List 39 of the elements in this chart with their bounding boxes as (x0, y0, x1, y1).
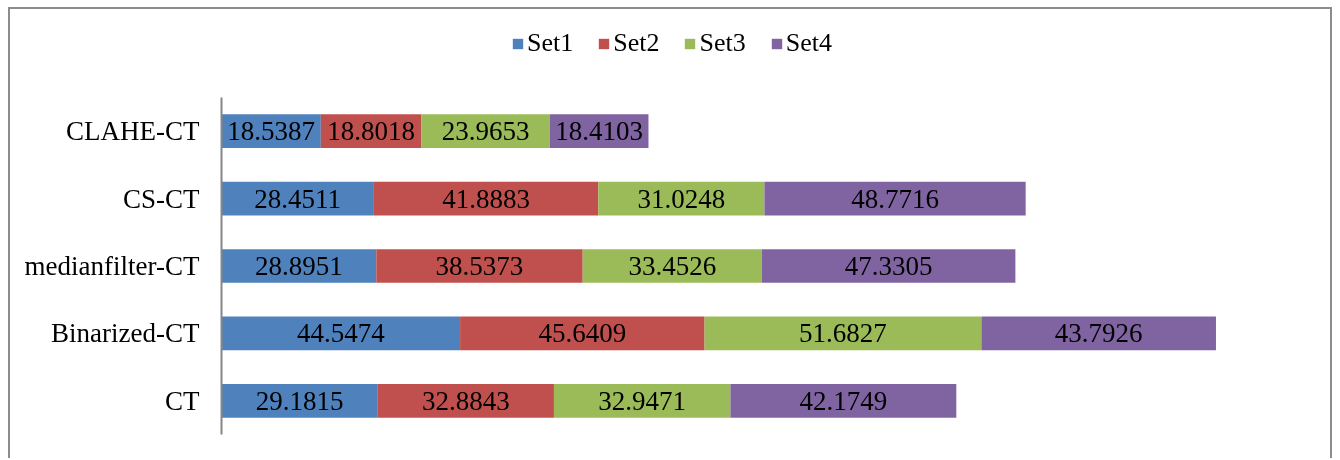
legend-label: Set3 (699, 29, 746, 58)
bar (460, 316, 705, 351)
legend-label: Set2 (613, 29, 660, 58)
data-label: 32.9471 (598, 385, 687, 416)
legend-label: Set1 (527, 29, 574, 58)
bar (764, 181, 1026, 216)
data-label: 18.8018 (327, 116, 416, 147)
y-tick-label: Binarized-CT (51, 318, 201, 349)
data-label: 29.1815 (255, 385, 344, 416)
data-label: 28.4511 (254, 183, 342, 214)
data-label: 31.0248 (637, 183, 726, 214)
bar (761, 249, 1016, 283)
legend-label: Set4 (785, 29, 832, 58)
bar (376, 249, 583, 283)
y-tick-label: medianfilter-CT (24, 251, 201, 281)
data-label: 43.7926 (1054, 318, 1143, 349)
y-tick-label: CS-CT (122, 183, 201, 214)
data-label: 18.4103 (555, 116, 644, 147)
y-tick-label: CT (165, 385, 201, 416)
bar (730, 383, 957, 418)
data-label: 42.1749 (799, 385, 888, 416)
bar (704, 316, 982, 351)
data-label: 51.6827 (799, 318, 887, 349)
data-label: 44.5474 (296, 318, 386, 349)
y-tick-label: CLAHE-CT (66, 116, 201, 147)
data-label: 33.4526 (628, 251, 717, 281)
data-label: 48.7716 (851, 183, 939, 214)
data-label: 28.8951 (255, 251, 343, 281)
data-label: 18.5387 (227, 116, 316, 147)
data-label: 47.3305 (844, 251, 933, 281)
data-label: 23.9653 (441, 116, 530, 147)
data-label: 45.6409 (538, 318, 627, 349)
bar (582, 249, 762, 283)
bar (221, 316, 461, 351)
data-label: 41.8883 (442, 183, 530, 214)
data-label: 32.8843 (422, 385, 510, 416)
bar (553, 383, 731, 418)
bar (981, 316, 1216, 351)
data-label: 38.5373 (435, 251, 524, 281)
